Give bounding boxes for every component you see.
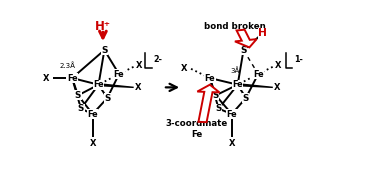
Text: H⁺: H⁺ <box>95 20 111 33</box>
Text: X: X <box>135 83 141 92</box>
Text: S: S <box>75 91 81 100</box>
Text: bond broken: bond broken <box>204 22 266 31</box>
Text: 2-: 2- <box>153 55 162 64</box>
Text: X: X <box>43 74 50 83</box>
Text: S: S <box>101 45 108 54</box>
Text: S: S <box>104 94 110 103</box>
Text: Fe: Fe <box>232 80 243 89</box>
Text: S: S <box>243 94 249 103</box>
Text: Fe: Fe <box>67 74 77 83</box>
Text: S: S <box>215 104 222 113</box>
Text: 3Å: 3Å <box>230 67 239 74</box>
Polygon shape <box>235 30 257 47</box>
Text: 1-: 1- <box>294 55 303 64</box>
Text: X: X <box>181 64 187 73</box>
Text: Fe: Fe <box>87 110 98 119</box>
Text: Fe: Fe <box>114 70 124 79</box>
Text: X: X <box>229 139 235 148</box>
Text: 2.3Å: 2.3Å <box>59 63 75 69</box>
Text: H: H <box>258 28 267 38</box>
Text: X: X <box>90 139 96 148</box>
Text: X: X <box>274 61 281 70</box>
Text: S: S <box>212 91 219 100</box>
Polygon shape <box>237 84 273 87</box>
Text: Fe: Fe <box>253 70 263 79</box>
Text: Fe: Fe <box>93 80 104 89</box>
Polygon shape <box>197 85 220 122</box>
Text: 3-coordinate
Fe: 3-coordinate Fe <box>166 119 228 139</box>
Text: Fe: Fe <box>226 110 237 119</box>
Text: Fe: Fe <box>204 74 215 83</box>
Text: S: S <box>78 104 84 113</box>
Polygon shape <box>98 84 134 87</box>
Text: X: X <box>274 83 280 92</box>
Text: X: X <box>135 61 142 70</box>
Text: S: S <box>240 45 247 54</box>
